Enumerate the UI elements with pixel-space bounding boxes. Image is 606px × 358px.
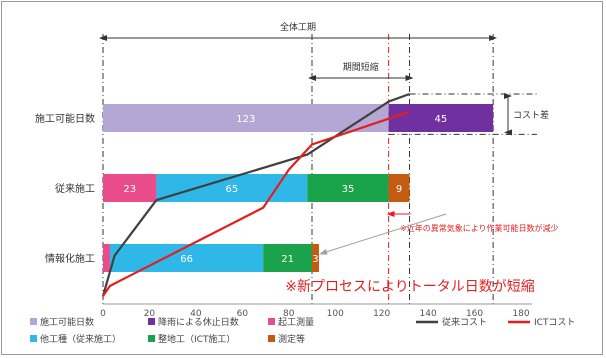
category-label: 情報化施工 [45,252,95,265]
cost-line [101,92,410,297]
x-tick-label: 40 [190,309,202,319]
legend-swatch-measure [268,335,275,342]
bar-segment-measure [312,244,319,272]
bar-data-label: 45 [435,114,448,125]
cost-lines [101,92,410,297]
cost-line [102,110,410,297]
bar-data-label: 123 [236,114,255,125]
bar-data-label: 35 [342,184,355,195]
legend-label-measure: 測定等 [278,333,305,345]
x-tick-label: 0 [100,309,106,319]
legend-swatch-survey [268,318,275,325]
legend-swatch-possible [30,318,37,325]
bar-data-label: 66 [180,254,193,265]
x-tick-label: 80 [283,309,295,319]
legend-label-other: 他工種（従来施工） [40,333,121,345]
bar-segment-rain [388,104,494,132]
bars: 123 45 23 65 35 9 66 21 3 [103,104,494,272]
legend-label-survey: 起工測量 [278,316,314,328]
legend-swatch-other [30,335,37,342]
x-tick-label: 180 [512,309,529,319]
legend-swatch-grading [148,335,155,342]
legend-line-label: ICTコスト [534,318,575,328]
bar-segment-survey [103,174,157,202]
bar-data-label: 21 [281,254,294,265]
x-tick-label: 60 [237,309,249,319]
x-tick-label: 120 [373,309,390,319]
bar-data-label: 9 [396,184,402,195]
total-period-label: 全体工期 [280,21,316,33]
bar-segment-other [109,244,264,272]
legend-swatch-rain [148,318,155,325]
x-tick-label: 100 [327,309,344,319]
bar-segment-possible [103,104,389,132]
bar-data-label: 3 [312,254,318,265]
x-tick-label: 140 [420,309,437,319]
weather-note: ※近年の異常気象により作業可能日数が減少 [400,223,559,233]
category-label: 従来施工 [55,182,95,195]
legend-label-possible: 施工可能日数 [40,316,94,328]
bar-data-label: 65 [226,184,239,195]
legend-line-label: 従来コスト [442,316,487,328]
bar-segment-grading [263,244,312,272]
x-axis: 0 20 40 60 80 100 120 140 160 180 [100,303,532,319]
bar-segment-measure [388,174,410,202]
x-tick-label: 20 [144,309,156,319]
cost-diff-label: コスト差 [513,109,549,121]
bar-segment-survey [103,244,110,272]
bar-data-label: 23 [123,184,136,195]
x-tick-label: 160 [466,309,483,319]
measure-pointer-arrow [319,213,447,255]
shortened-label: 期間短縮 [343,61,379,73]
legend-label-grading: 整地工（ICT施工） [158,333,235,345]
bar-segment-grading [307,174,389,202]
headline-text: ※新プロセスによりトータル日数が短縮 [285,279,534,295]
legend-label-rain: 降雨による休止日数 [158,316,239,328]
category-label: 施工可能日数 [35,112,95,125]
